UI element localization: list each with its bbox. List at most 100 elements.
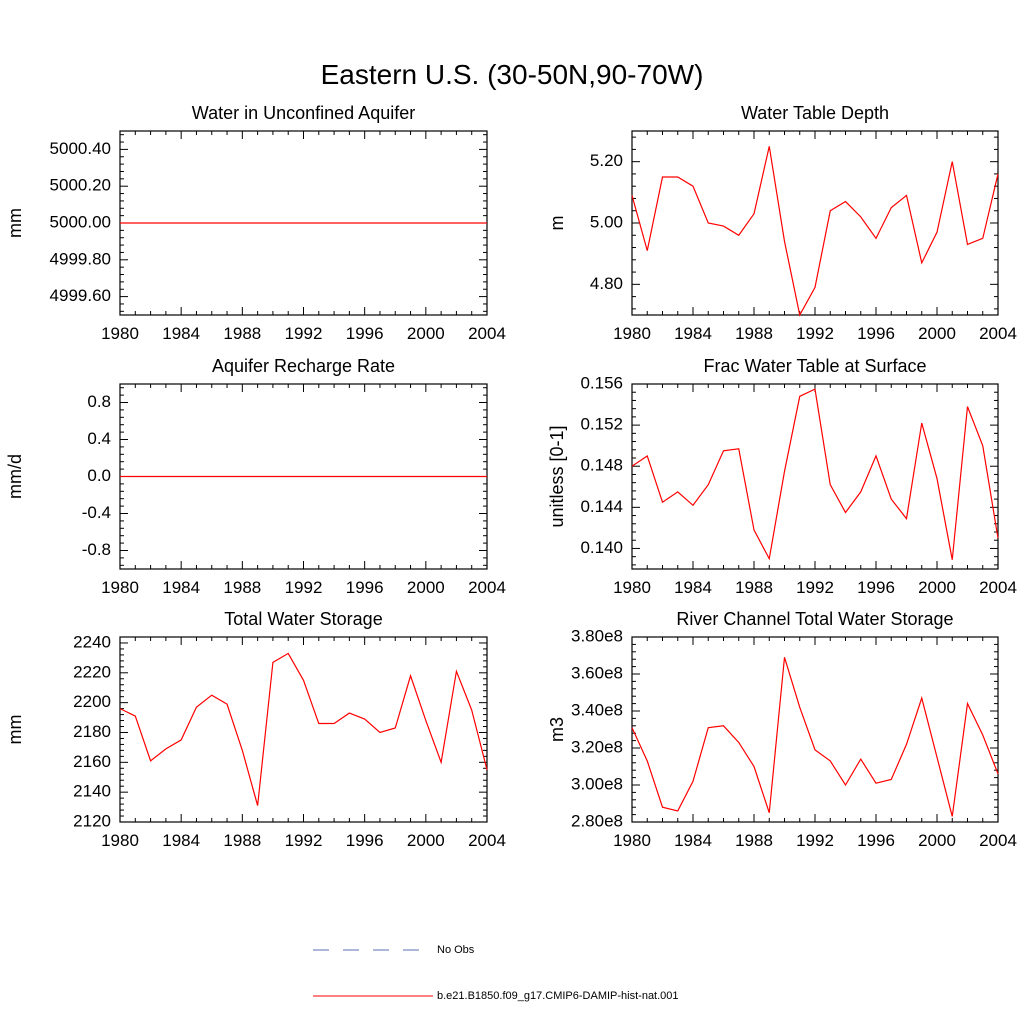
x-tick-label: 1992 (285, 324, 323, 343)
x-tick-label: 1996 (857, 324, 895, 343)
legend-label-2: b.e21.B1850.f09_g17.CMIP6-DAMIP-hist-nat… (437, 990, 679, 1002)
x-tick-label: 2000 (918, 324, 956, 343)
y-tick-label: 0.152 (580, 415, 623, 434)
y-tick-label: 2120 (73, 811, 111, 830)
y-tick-label: 3.40e8 (571, 700, 623, 719)
y-tick-label: 2240 (73, 632, 111, 651)
x-tick-label: 1980 (101, 578, 139, 597)
series-line (631, 388, 999, 561)
x-tick-label: 1996 (346, 324, 384, 343)
y-axis-label: unitless [0-1] (547, 425, 567, 527)
x-tick-label: 2004 (979, 324, 1017, 343)
y-tick-label: 2160 (73, 752, 111, 771)
y-tick-label: 2200 (73, 692, 111, 711)
legend: No Obs b.e21.B1850.f09_g17.CMIP6-DAMIP-hi… (313, 944, 679, 1002)
y-tick-label: 0.148 (580, 456, 623, 475)
x-tick-label: 2000 (407, 578, 445, 597)
y-tick-label: 0.0 (87, 466, 111, 485)
panel-4: Frac Water Table at Surface unitless [0-1… (547, 356, 1017, 597)
x-tick-label: 1988 (223, 831, 261, 850)
main-title: Eastern U.S. (30-50N,90-70W) (321, 59, 704, 90)
x-tick-label: 1980 (101, 831, 139, 850)
panels: Water in Unconfined Aquifer mm 1980 1984 198… (5, 103, 1017, 850)
y-tick-label: 3.20e8 (571, 737, 623, 756)
y-tick-label: -0.4 (82, 503, 111, 522)
x-tick-label: 1996 (857, 578, 895, 597)
x-tick-label: 1984 (674, 578, 712, 597)
x-tick-label: 1992 (285, 831, 323, 850)
y-tick-label: 5000.40 (50, 139, 111, 158)
x-tick-label: 1984 (162, 578, 200, 597)
y-tick-label: 4999.60 (50, 286, 111, 305)
y-tick-label: 5.00 (590, 212, 623, 231)
series-line (631, 146, 999, 317)
x-tick-label: 1980 (613, 831, 651, 850)
panel-6: River Channel Total Water Storage m3 1980 1… (547, 609, 1017, 850)
x-tick-label: 1988 (223, 578, 261, 597)
x-tick-label: 1992 (796, 831, 834, 850)
x-tick-label: 2004 (979, 578, 1017, 597)
x-tick-label: 1984 (162, 324, 200, 343)
x-tick-label: 2004 (468, 831, 506, 850)
x-tick-label: 2004 (979, 831, 1017, 850)
x-tick-label: 2000 (918, 578, 956, 597)
x-tick-label: 1988 (735, 578, 773, 597)
x-tick-label: 1992 (285, 578, 323, 597)
y-tick-label: -0.8 (82, 540, 111, 559)
x-tick-label: 1980 (613, 324, 651, 343)
y-tick-label: 4999.80 (50, 249, 111, 268)
y-tick-label: 5.20 (590, 151, 623, 170)
y-axis-label: m3 (547, 717, 567, 742)
y-tick-label: 2.80e8 (571, 811, 623, 830)
x-tick-label: 1980 (613, 578, 651, 597)
x-tick-label: 1992 (796, 324, 834, 343)
y-tick-label: 4.80 (590, 274, 623, 293)
y-tick-label: 0.4 (87, 429, 111, 448)
panel-title: River Channel Total Water Storage (676, 609, 953, 629)
plot-frame (119, 636, 488, 823)
x-tick-label: 1996 (857, 831, 895, 850)
x-tick-label: 2000 (918, 831, 956, 850)
x-tick-label: 2004 (468, 578, 506, 597)
x-tick-label: 1984 (674, 831, 712, 850)
series-line (119, 652, 488, 806)
y-tick-label: 0.144 (580, 497, 623, 516)
y-tick-label: 2180 (73, 722, 111, 741)
panel-title: Water Table Depth (741, 103, 889, 123)
x-tick-label: 1992 (796, 578, 834, 597)
y-tick-label: 5000.00 (50, 212, 111, 231)
panel-title: Water in Unconfined Aquifer (192, 103, 415, 123)
panel-title: Total Water Storage (224, 609, 382, 629)
x-tick-label: 1984 (674, 324, 712, 343)
y-tick-label: 3.00e8 (571, 774, 623, 793)
series-line (631, 657, 999, 817)
panel-2: Water Table Depth m 1980 1984 1988 1992 1996 20… (547, 103, 1017, 343)
x-tick-label: 1996 (346, 831, 384, 850)
panel-3: Aquifer Recharge Rate mm/d 1980 1984 1988 199… (5, 356, 506, 597)
y-axis-label: mm (5, 208, 25, 238)
y-axis-label: m (547, 216, 567, 231)
y-tick-label: 0.156 (580, 373, 623, 392)
y-axis-label: mm (5, 715, 25, 745)
x-tick-label: 1980 (101, 324, 139, 343)
y-axis-label: mm/d (5, 454, 25, 499)
plot-frame (631, 383, 999, 570)
panel-title: Aquifer Recharge Rate (212, 356, 395, 376)
y-tick-label: 2140 (73, 782, 111, 801)
y-tick-label: 0.140 (580, 538, 623, 557)
panel-5: Total Water Storage mm 1980 1984 1988 1992 199… (5, 609, 506, 850)
x-tick-label: 2000 (407, 324, 445, 343)
y-tick-label: 2220 (73, 662, 111, 681)
panel-1: Water in Unconfined Aquifer mm 1980 1984 198… (5, 103, 506, 343)
y-tick-label: 5000.20 (50, 176, 111, 195)
x-tick-label: 1988 (735, 324, 773, 343)
panel-title: Frac Water Table at Surface (703, 356, 926, 376)
legend-label-1: No Obs (437, 944, 475, 956)
x-tick-label: 1996 (346, 578, 384, 597)
y-tick-label: 0.8 (87, 392, 111, 411)
x-tick-label: 2000 (407, 831, 445, 850)
x-tick-label: 2004 (468, 324, 506, 343)
x-tick-label: 1988 (735, 831, 773, 850)
x-tick-label: 1984 (162, 831, 200, 850)
